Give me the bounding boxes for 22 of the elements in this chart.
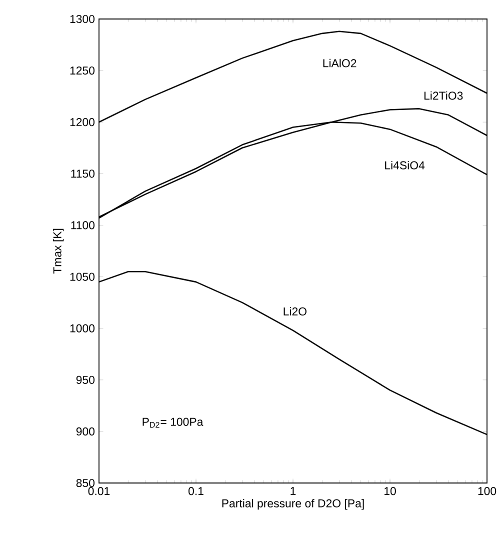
y-tick-label: 900 <box>76 427 95 436</box>
x-tick-label: 0.01 <box>88 487 110 496</box>
annotation: P$_{D2}$= 100Pa <box>142 418 204 428</box>
y-tick-label: 1250 <box>70 66 95 75</box>
text: LiAlO2 <box>323 58 356 68</box>
y-tick-label: 1300 <box>70 14 95 24</box>
x-tick-label: 1 <box>290 487 296 495</box>
x-axis-title: Partial pressure of D2O [Pa] <box>222 498 364 510</box>
y-tick-label: 950 <box>76 376 95 384</box>
x-tick-label: 0.1 <box>188 487 204 496</box>
y-axis-title: Tmax [K] <box>52 228 64 274</box>
y-tick-label: 1050 <box>70 272 95 281</box>
x-tick-label: 100 <box>478 487 496 496</box>
y-tick-label: 850 <box>76 478 95 488</box>
y-tick-label: 1000 <box>70 324 95 332</box>
series-label: Li4SiO4 <box>385 160 425 170</box>
x-tick-label: 10 <box>384 487 396 496</box>
series-label: Li2O <box>284 307 306 316</box>
y-tick-label: 1200 <box>70 118 95 126</box>
series-label: Li2TiO3 <box>424 91 463 100</box>
y-tick-label: 1150 <box>71 170 95 178</box>
y-tick-label: 1100 <box>71 221 95 230</box>
